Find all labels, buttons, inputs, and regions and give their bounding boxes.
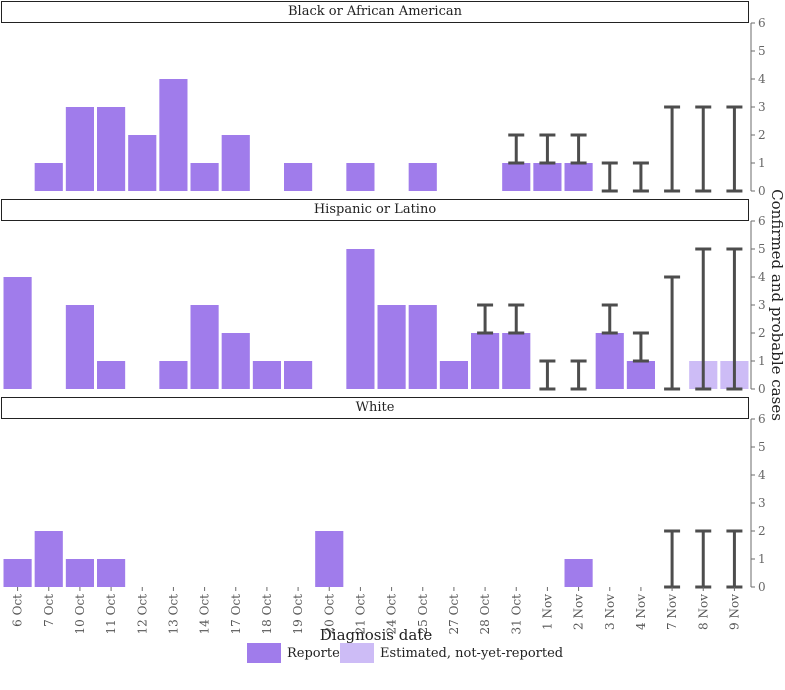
y-tick-label: 4 [758, 72, 766, 86]
legend-item-estimated: Estimated, not-yet-reported [340, 643, 563, 663]
x-tick-label: 12 Oct [135, 594, 149, 635]
bar-reported [439, 361, 468, 389]
bar-reported [159, 79, 188, 191]
bar-reported [65, 559, 94, 587]
x-tick-label: 21 Oct [353, 594, 367, 635]
legend-swatch-reported [247, 643, 281, 663]
bar-reported [159, 361, 188, 389]
y-tick-label: 4 [758, 270, 766, 284]
x-tick-label: 2 Nov [572, 594, 586, 630]
bar-reported [97, 559, 126, 587]
facet-strip-hispanic: Hispanic or Latino [1, 199, 749, 221]
y-tick-label: 3 [758, 298, 766, 312]
x-axis-title: Diagnosis date [320, 626, 433, 644]
y-tick-label: 3 [758, 100, 766, 114]
y-tick-label: 3 [758, 496, 766, 510]
bar-reported [284, 163, 313, 191]
bar-reported [97, 107, 126, 191]
y-tick-label: 4 [758, 468, 766, 482]
y-tick-label: 0 [758, 580, 766, 594]
x-tick-label: 9 Nov [727, 594, 741, 630]
bar-reported [97, 361, 126, 389]
bar-reported [408, 305, 437, 389]
bar-reported [190, 305, 219, 389]
y-axis-title: Confirmed and probable cases [768, 189, 785, 421]
bar-reported [408, 163, 437, 191]
x-tick-label: 17 Oct [229, 594, 243, 635]
legend-label-reported: Reported [287, 645, 349, 661]
y-tick-label: 6 [758, 214, 766, 228]
y-tick-label: 2 [758, 128, 766, 142]
bar-reported [190, 163, 219, 191]
legend-swatch-estimated [340, 643, 374, 663]
x-tick-label: 13 Oct [166, 594, 180, 635]
x-tick-label: 25 Oct [416, 594, 430, 635]
y-tick-label: 0 [758, 382, 766, 396]
bar-reported [65, 305, 94, 389]
facet-strip-black: Black or African American [1, 1, 749, 23]
y-tick-label: 5 [758, 44, 766, 58]
x-tick-label: 24 Oct [385, 594, 399, 635]
x-tick-label: 1 Nov [540, 594, 554, 630]
bar-reported [502, 163, 531, 191]
bar-reported [564, 559, 593, 587]
bar-reported [533, 163, 562, 191]
x-tick-label: 3 Nov [603, 594, 617, 630]
y-tick-label: 2 [758, 326, 766, 340]
bar-reported [3, 559, 32, 587]
x-tick-label: 27 Oct [447, 594, 461, 635]
y-tick-label: 5 [758, 440, 766, 454]
x-tick-label: 7 Oct [42, 594, 56, 627]
bar-reported [3, 277, 32, 389]
x-tick-label: 10 Oct [73, 594, 87, 635]
bar-reported [626, 361, 655, 389]
y-tick-label: 0 [758, 184, 766, 198]
x-tick-label: 18 Oct [260, 594, 274, 635]
bar-reported [346, 249, 375, 389]
x-tick-label: 19 Oct [291, 594, 305, 635]
x-tick-label: 14 Oct [198, 594, 212, 635]
y-tick-label: 2 [758, 524, 766, 538]
x-tick-label: 20 Oct [322, 594, 336, 635]
bar-reported [221, 135, 250, 191]
y-tick-label: 5 [758, 242, 766, 256]
legend-item-reported: Reported [247, 643, 348, 663]
x-tick-label: 31 Oct [509, 594, 523, 635]
bar-reported [346, 163, 375, 191]
x-tick-label: 6 Oct [11, 594, 25, 627]
x-tick-label: 11 Oct [104, 594, 118, 635]
x-tick-label: 4 Nov [634, 594, 648, 630]
x-tick-label: 28 Oct [478, 594, 492, 635]
bar-reported [34, 163, 63, 191]
bar-reported [471, 333, 500, 389]
facet-strip-white: White [1, 397, 749, 419]
y-tick-label: 1 [758, 354, 766, 368]
bar-reported [65, 107, 94, 191]
x-tick-label: 7 Nov [665, 594, 679, 630]
y-tick-label: 6 [758, 412, 766, 426]
bar-reported [377, 305, 406, 389]
y-tick-label: 1 [758, 156, 766, 170]
legend-label-estimated: Estimated, not-yet-reported [380, 645, 564, 661]
bar-reported [252, 361, 281, 389]
bar-reported [502, 333, 531, 389]
bar-reported [284, 361, 313, 389]
x-tick-label: 8 Nov [696, 594, 710, 630]
bar-reported [128, 135, 157, 191]
bar-reported [34, 531, 63, 587]
bar-reported [221, 333, 250, 389]
y-tick-label: 1 [758, 552, 766, 566]
legend: Reported Estimated, not-yet-reported [0, 643, 785, 663]
bar-reported [595, 333, 624, 389]
bar-reported [564, 163, 593, 191]
y-tick-label: 6 [758, 16, 766, 30]
bar-reported [315, 531, 344, 587]
